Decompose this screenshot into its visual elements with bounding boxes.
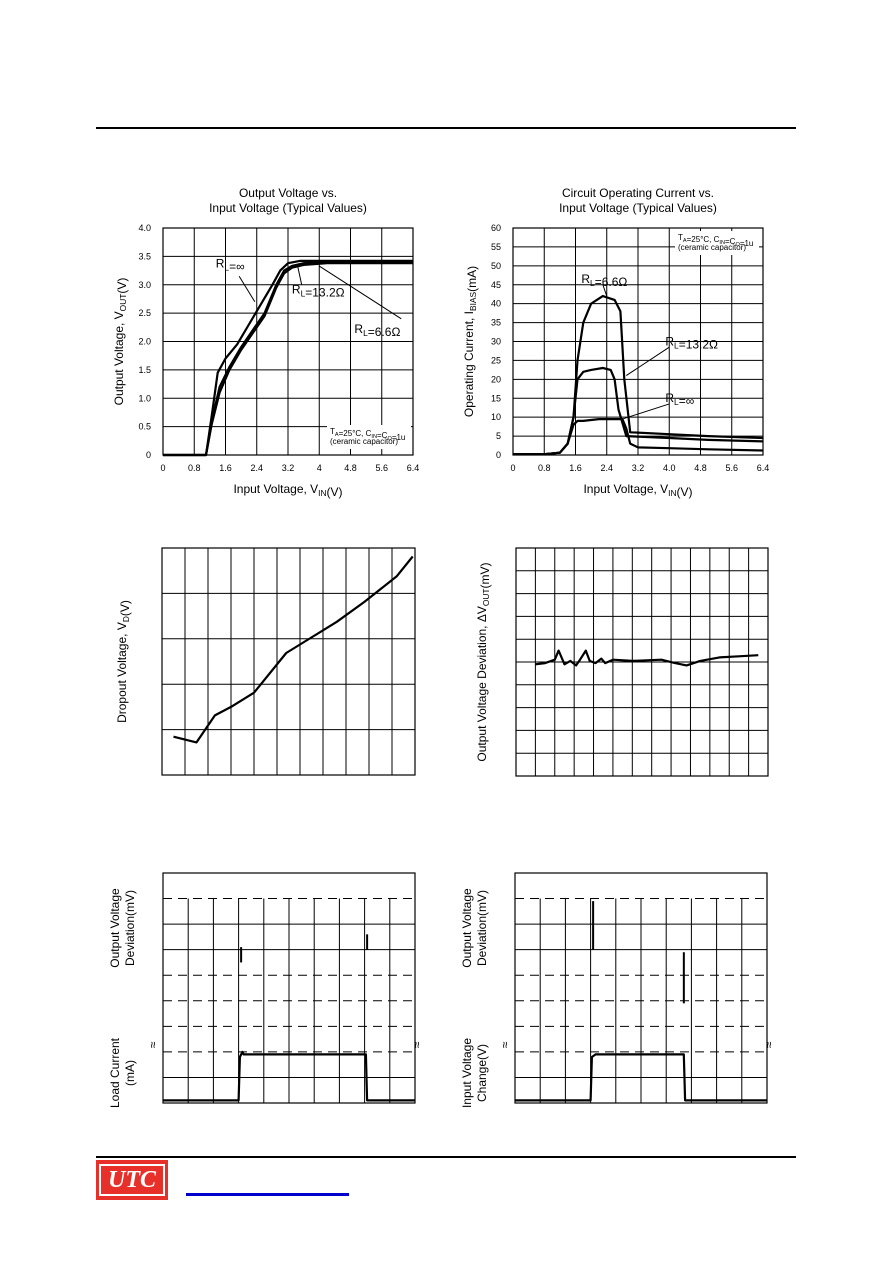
- axis-break-left: ≈: [146, 1041, 160, 1048]
- y-axis-label-top: Output Voltage: [108, 888, 122, 968]
- y-tick-label: 40: [491, 299, 501, 309]
- plot-frame: [515, 547, 769, 777]
- x-tick-label: 1.6: [219, 463, 232, 473]
- chart-note: (ceramic capacitor): [330, 437, 398, 446]
- y-tick-label: 2.5: [138, 308, 151, 318]
- x-tick-label: 6.4: [407, 463, 420, 473]
- series-line-1: [535, 649, 759, 667]
- footer-link-underline[interactable]: [186, 1193, 349, 1196]
- y-axis-label-top: Deviation(mV): [475, 890, 489, 966]
- chart-title: Input Voltage (Typical Values): [209, 201, 367, 215]
- chart-note: TA=25°C, CIN=CO=1u: [678, 233, 753, 248]
- curve-label: RL=6.6Ω: [581, 272, 627, 289]
- note-box: [675, 231, 759, 255]
- y-axis-label-bottom: (mA): [123, 1060, 137, 1086]
- chart-title: Input Voltage (Typical Values): [559, 201, 717, 215]
- chart-note: TA=25°C, CIN=CO=1u: [330, 427, 405, 442]
- curve-label: RL=13.2Ω: [292, 282, 345, 299]
- curve-label: RL=6.6Ω: [354, 322, 400, 339]
- x-tick-label: 6.4: [757, 463, 770, 473]
- curve-label: RL=∞: [665, 391, 694, 408]
- plot-frame: [162, 872, 416, 1104]
- curve-label: RL=13.2Ω: [665, 334, 718, 351]
- y-tick-label: 25: [491, 355, 501, 365]
- y-tick-label: 35: [491, 318, 501, 328]
- utc-logo: UTC: [96, 1160, 168, 1200]
- y-axis-label-bottom: Load Current: [108, 1037, 122, 1108]
- label-leader-line: [297, 266, 303, 285]
- label-leader-line: [626, 346, 670, 376]
- y-tick-label: 1.5: [138, 365, 151, 375]
- x-tick-label: 5.6: [725, 463, 738, 473]
- chart-title: Circuit Operating Current vs.: [562, 186, 714, 200]
- chart-title: Output Voltage vs.: [239, 186, 337, 200]
- y-tick-label: 50: [491, 261, 501, 271]
- label-leader-line: [622, 403, 670, 420]
- plot-frame: [512, 227, 764, 456]
- x-tick-label: 0: [160, 463, 165, 473]
- chart-note: (ceramic capacitor): [678, 243, 746, 252]
- y-tick-label: 3.5: [138, 251, 151, 261]
- footer-rule: [96, 1156, 796, 1158]
- x-tick-label: 0.8: [188, 463, 201, 473]
- y-axis-label-top: Deviation(mV): [123, 890, 137, 966]
- y-axis-label: Output Voltage, VOUT(V): [112, 278, 129, 406]
- x-tick-label: 5.6: [375, 463, 388, 473]
- x-tick-label: 3.2: [632, 463, 645, 473]
- y-axis-label: Output Voltage Deviation, ΔVOUT(mV): [475, 562, 492, 761]
- plot-frame: [514, 872, 768, 1104]
- y-tick-label: 2.0: [138, 337, 151, 347]
- series-line-1: [163, 259, 413, 457]
- plot-frame: [161, 547, 416, 776]
- plot-frame: [162, 227, 414, 456]
- x-tick-label: 0.8: [538, 463, 551, 473]
- y-tick-label: 30: [491, 337, 501, 347]
- label-leader-line: [602, 284, 608, 297]
- utc-logo-text: UTC: [99, 1164, 165, 1196]
- x-tick-label: 1.6: [569, 463, 582, 473]
- curve-label: RL=∞: [216, 257, 245, 274]
- y-tick-label: 3.0: [138, 280, 151, 290]
- axis-break-right: ≈: [410, 1041, 424, 1048]
- y-tick-label: 1.0: [138, 393, 151, 403]
- series-line-1: [163, 1050, 415, 1102]
- series-line-3: [513, 418, 764, 456]
- y-tick-label: 20: [491, 374, 501, 384]
- y-tick-label: 5: [496, 431, 501, 441]
- label-leader-line: [238, 275, 256, 303]
- y-axis-label-bottom: Change(V): [475, 1044, 489, 1102]
- x-axis-label: Input Voltage, VIN(V): [233, 482, 342, 499]
- y-tick-label: 10: [491, 412, 501, 422]
- x-tick-label: 2.4: [600, 463, 613, 473]
- x-tick-label: 3.2: [282, 463, 295, 473]
- y-tick-label: 0.5: [138, 422, 151, 432]
- y-axis-label-top: Output Voltage: [460, 888, 474, 968]
- y-tick-label: 0: [146, 450, 151, 460]
- header-rule: [96, 127, 796, 129]
- note-box: [327, 425, 411, 449]
- y-axis-label: Operating Current, IBIAS(mA): [462, 266, 479, 417]
- y-tick-label: 45: [491, 280, 501, 290]
- x-tick-label: 4.8: [694, 463, 707, 473]
- x-axis-label: Input Voltage, VIN(V): [583, 482, 692, 499]
- y-tick-label: 60: [491, 223, 501, 233]
- y-tick-label: 55: [491, 242, 501, 252]
- axis-break-left: ≈: [498, 1041, 512, 1048]
- y-axis-label-bottom: Input Voltage: [460, 1038, 474, 1108]
- series-line-1: [173, 555, 414, 744]
- x-tick-label: 2.4: [250, 463, 263, 473]
- x-tick-label: 4: [317, 463, 322, 473]
- y-tick-label: 4.0: [138, 223, 151, 233]
- y-axis-label: Dropout Voltage, VD(V): [115, 600, 132, 723]
- y-tick-label: 0: [496, 450, 501, 460]
- x-tick-label: 4.8: [344, 463, 357, 473]
- y-tick-label: 15: [491, 393, 501, 403]
- label-leader-line: [318, 265, 402, 320]
- x-tick-label: 0: [510, 463, 515, 473]
- series-line-3: [163, 262, 413, 457]
- series-line-1: [515, 1053, 767, 1102]
- axis-break-right: ≈: [762, 1041, 776, 1048]
- x-tick-label: 4.0: [663, 463, 676, 473]
